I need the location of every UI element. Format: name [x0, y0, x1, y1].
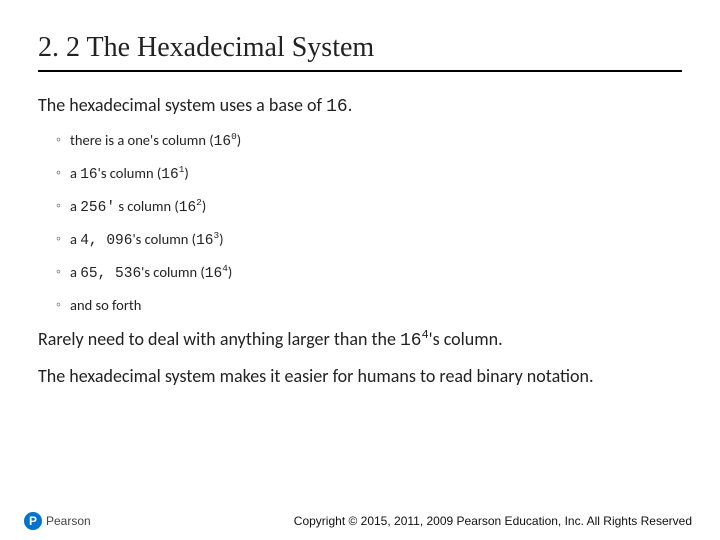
copyright-text: Copyright © 2015, 2011, 2009 Pearson Edu…: [294, 514, 692, 528]
bullet-list: there is a one's column (160) a 16's col…: [38, 131, 682, 314]
b2-mono: 256': [80, 200, 115, 216]
b4-mono2: 16: [205, 266, 222, 282]
b0-pre: there is a one's column (: [70, 131, 214, 149]
b1-mono: 16: [80, 167, 97, 183]
b4-post: ): [228, 263, 232, 281]
slide-title: 2. 2 The Hexadecimal System: [38, 32, 682, 72]
b4-pre: a: [70, 263, 80, 281]
b4-mid: 's column (: [141, 263, 205, 281]
b1-mid: 's column (: [98, 164, 162, 182]
p1-exp: 4: [422, 328, 429, 342]
b2-pre: a: [70, 197, 80, 215]
list-item: a 4, 096's column (163): [56, 230, 682, 249]
intro-post: .: [348, 94, 353, 116]
list-item: and so forth: [56, 296, 682, 314]
b3-mid: 's column (: [132, 230, 196, 248]
logo-badge-icon: P: [24, 512, 42, 530]
list-item: a 16's column (161): [56, 164, 682, 183]
b0-mono: 16: [214, 134, 231, 150]
b2-mid: s column (: [115, 197, 179, 215]
list-item: there is a one's column (160): [56, 131, 682, 150]
intro-base: 16: [326, 97, 348, 117]
b1-mono2: 16: [161, 167, 178, 183]
pearson-logo: P Pearson: [24, 512, 91, 530]
slide: 2. 2 The Hexadecimal System The hexadeci…: [0, 0, 720, 540]
b3-post: ): [219, 230, 223, 248]
p1-mono: 16: [400, 331, 422, 351]
b2-mono2: 16: [179, 200, 196, 216]
b3-mono2: 16: [196, 233, 213, 249]
b1-post: ): [184, 164, 188, 182]
p1-post: 's column.: [429, 328, 503, 350]
b1-pre: a: [70, 164, 80, 182]
para-2: The hexadecimal system makes it easier f…: [38, 365, 682, 388]
p1-pre: Rarely need to deal with anything larger…: [38, 328, 400, 350]
b0-post: ): [237, 131, 241, 149]
b2-post: ): [202, 197, 206, 215]
footer: P Pearson Copyright © 2015, 2011, 2009 P…: [0, 512, 720, 530]
list-item: a 256' s column (162): [56, 197, 682, 216]
b4-mono: 65, 536: [80, 266, 141, 282]
intro-pre: The hexadecimal system uses a base of: [38, 94, 326, 116]
para-1: Rarely need to deal with anything larger…: [38, 328, 682, 353]
list-item: a 65, 536's column (164): [56, 263, 682, 282]
b3-pre: a: [70, 230, 80, 248]
b3-mono: 4, 096: [80, 233, 132, 249]
intro-line: The hexadecimal system uses a base of 16…: [38, 94, 682, 117]
logo-text: Pearson: [46, 514, 91, 528]
b5-pre: and so forth: [70, 296, 141, 314]
